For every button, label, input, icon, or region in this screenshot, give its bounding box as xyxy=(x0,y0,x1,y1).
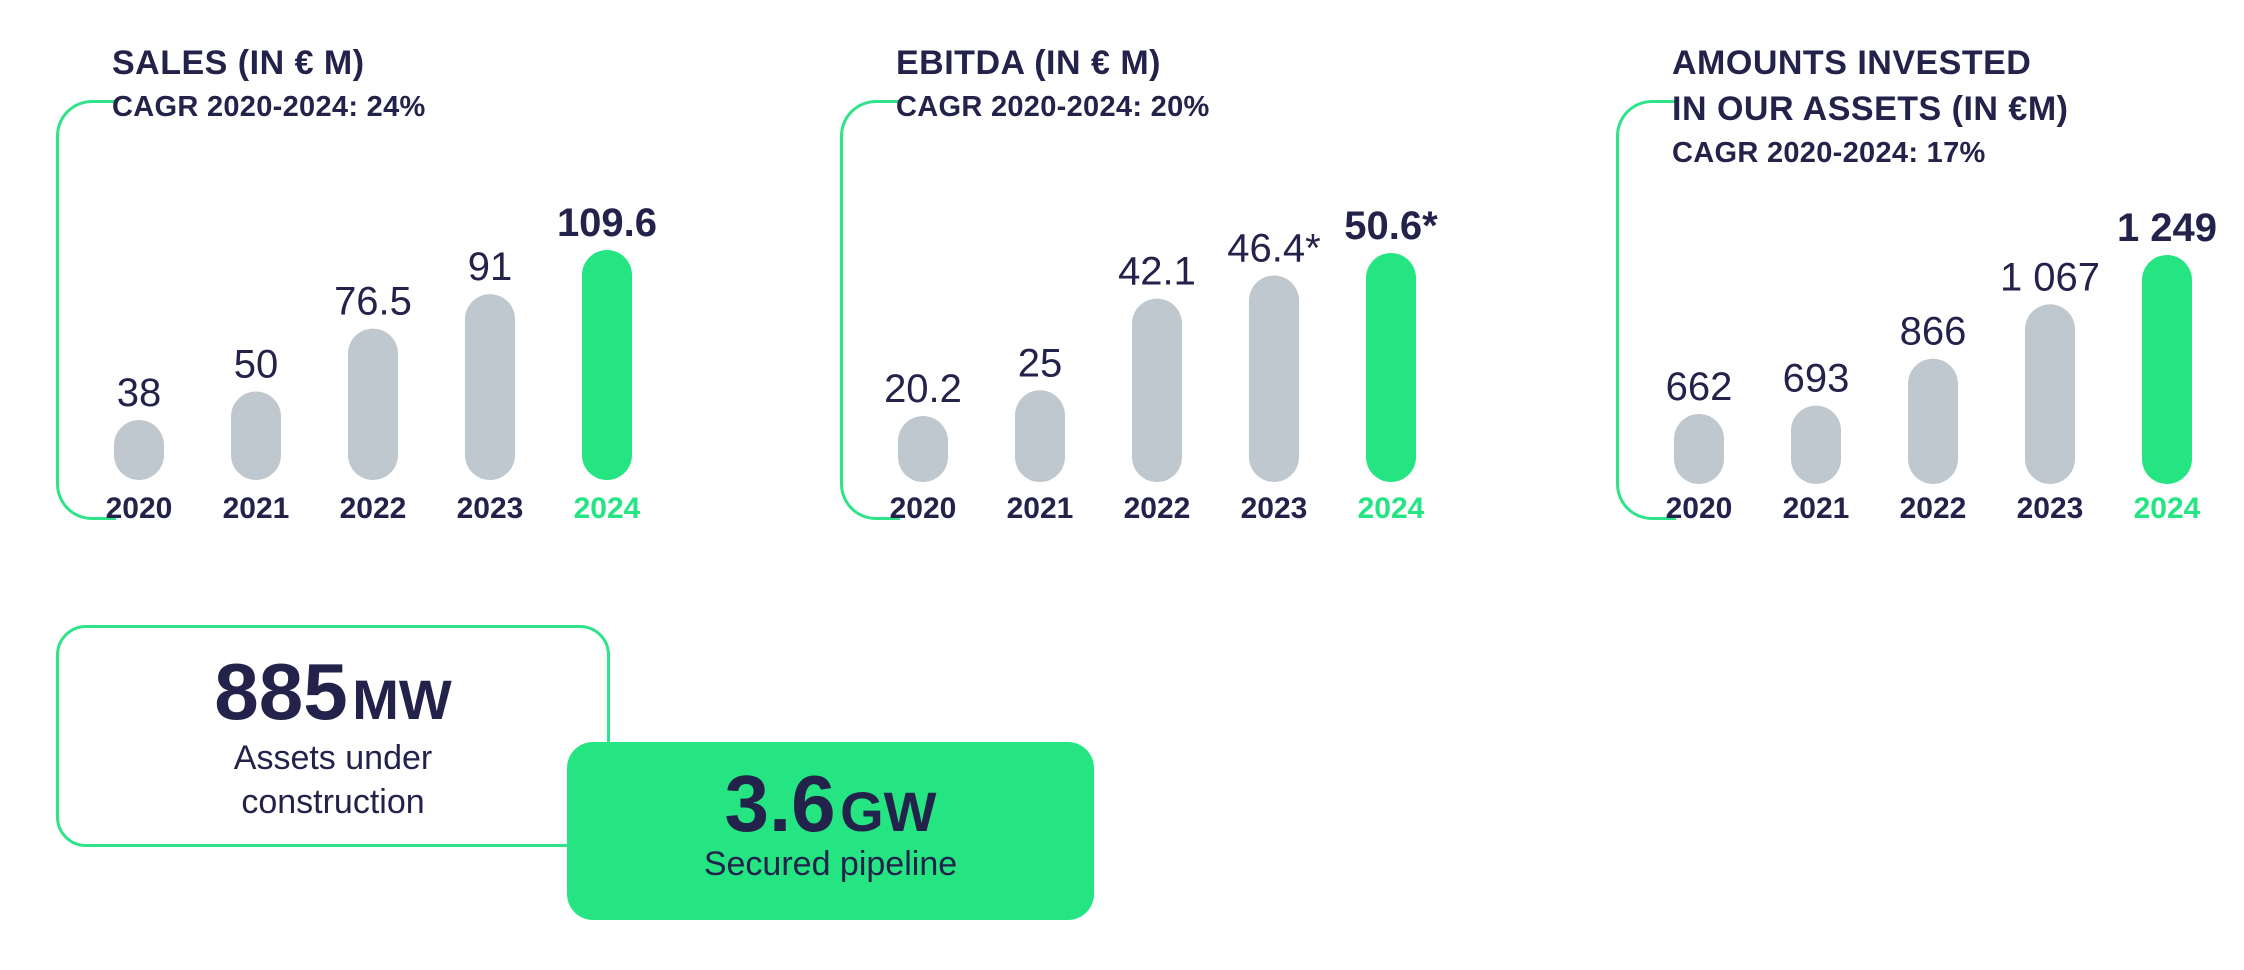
invested-year-label-2022: 2022 xyxy=(1900,492,1967,525)
assets-under-construction-card: 885 MW Assets under construction xyxy=(56,625,610,847)
ebitda-year-label-2023: 2023 xyxy=(1241,492,1308,525)
sales-bar-chart: 38 2020 50 2021 76.5 2022 91 2023 109.6 2024 xyxy=(106,201,657,525)
sales-bar-2021 xyxy=(231,391,281,480)
ebitda-value-label-2022: 42.1 xyxy=(1118,250,1196,294)
invested-chart-title: AMOUNTS INVESTED IN OUR ASSETS (IN €M) C… xyxy=(1672,40,2069,174)
invested-value-label-2022: 866 xyxy=(1900,310,1967,354)
invested-bar-2022 xyxy=(1908,358,1958,484)
ebitda-bar-2021 xyxy=(1015,390,1065,482)
invested-bar-2021 xyxy=(1791,405,1841,484)
sales-bar-2020 xyxy=(114,420,164,480)
sales-value-label-2023: 91 xyxy=(468,245,513,289)
ebitda-bar-2022 xyxy=(1132,298,1182,482)
sales-bar-2024 xyxy=(582,250,632,480)
invested-bar-chart: 662 2020 693 2021 866 2022 1 067 2023 1 249 2024 xyxy=(1666,206,2217,525)
sales-bracket xyxy=(56,100,116,520)
assets-kpi-value-line: 885 MW xyxy=(59,646,607,738)
invested-value-label-2023: 1 067 xyxy=(2000,255,2100,299)
sales-cagr: CAGR 2020-2024: 24% xyxy=(112,91,426,123)
sales-value-label-2020: 38 xyxy=(117,371,162,415)
sales-chart-title: SALES (IN € M) CAGR 2020-2024: 24% xyxy=(112,40,426,128)
invested-value-label-2021: 693 xyxy=(1783,357,1850,401)
ebitda-value-label-2024: 50.6* xyxy=(1344,204,1438,248)
invested-chart-panel: AMOUNTS INVESTED IN OUR ASSETS (IN €M) C… xyxy=(1616,0,2242,560)
ebitda-value-label-2023: 46.4* xyxy=(1227,227,1320,271)
invested-year-label-2024: 2024 xyxy=(2134,492,2201,525)
ebitda-chart-title: EBITDA (IN € M) CAGR 2020-2024: 20% xyxy=(896,40,1210,128)
assets-kpi-unit: MW xyxy=(352,668,452,731)
sales-value-label-2022: 76.5 xyxy=(334,280,412,324)
ebitda-bracket xyxy=(840,100,900,520)
sales-year-label-2023: 2023 xyxy=(457,492,524,525)
ebitda-bar-2024 xyxy=(1366,253,1416,482)
sales-year-label-2020: 2020 xyxy=(106,492,173,525)
secured-pipeline-card: 3.6 GW Secured pipeline xyxy=(567,742,1094,920)
invested-year-label-2021: 2021 xyxy=(1783,492,1850,525)
invested-year-label-2023: 2023 xyxy=(2017,492,2084,525)
ebitda-year-label-2021: 2021 xyxy=(1007,492,1074,525)
pipeline-kpi-value-line: 3.6 GW xyxy=(567,758,1094,850)
ebitda-bar-chart: 20.2 2020 25 2021 42.1 2022 46.4* 2023 50.6* 2024 xyxy=(884,204,1438,525)
ebitda-year-label-2022: 2022 xyxy=(1124,492,1191,525)
ebitda-bar-2020 xyxy=(898,416,948,482)
sales-year-label-2022: 2022 xyxy=(340,492,407,525)
invested-bar-2023 xyxy=(2025,304,2075,484)
invested-cagr: CAGR 2020-2024: 17% xyxy=(1672,137,1986,169)
sales-year-label-2024: 2024 xyxy=(574,492,641,525)
sales-value-label-2024: 109.6 xyxy=(557,201,657,245)
sales-bar-2023 xyxy=(465,294,515,480)
invested-bracket xyxy=(1616,100,1676,520)
sales-chart-panel: SALES (IN € M) CAGR 2020-2024: 24% 38 202… xyxy=(56,0,696,560)
ebitda-chart-panel: EBITDA (IN € M) CAGR 2020-2024: 20% 20.2… xyxy=(840,0,1480,560)
invested-value-label-2024: 1 249 xyxy=(2117,206,2217,250)
ebitda-year-label-2024: 2024 xyxy=(1358,492,1425,525)
assets-kpi-label: Assets under construction xyxy=(233,739,433,821)
sales-value-label-2021: 50 xyxy=(234,343,279,387)
invested-bar-2024 xyxy=(2142,255,2192,484)
invested-value-label-2020: 662 xyxy=(1666,365,1733,409)
pipeline-kpi-unit: GW xyxy=(840,780,937,843)
pipeline-kpi-label: Secured pipeline xyxy=(703,845,958,883)
ebitda-value-label-2020: 20.2 xyxy=(884,367,962,411)
sales-year-label-2021: 2021 xyxy=(223,492,290,525)
ebitda-value-label-2021: 25 xyxy=(1018,341,1063,385)
sales-bar-2022 xyxy=(348,328,398,480)
invested-year-label-2020: 2020 xyxy=(1666,492,1733,525)
ebitda-year-label-2020: 2020 xyxy=(890,492,957,525)
ebitda-bar-2023 xyxy=(1249,275,1299,482)
pipeline-kpi-value: 3.6 xyxy=(724,759,836,848)
ebitda-cagr: CAGR 2020-2024: 20% xyxy=(896,91,1210,123)
invested-bar-2020 xyxy=(1674,414,1724,484)
assets-kpi-value: 885 xyxy=(214,647,348,736)
